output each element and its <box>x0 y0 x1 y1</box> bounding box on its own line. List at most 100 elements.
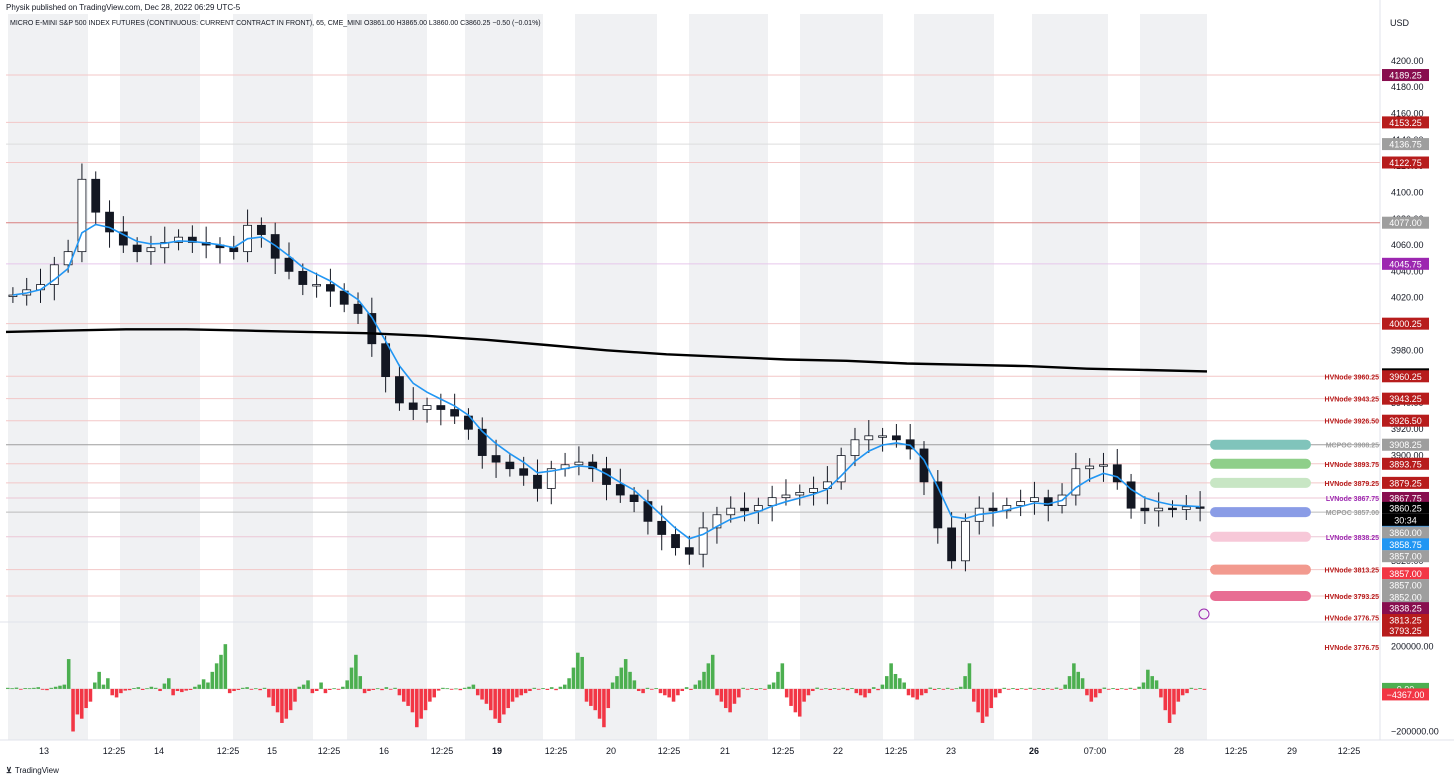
delta-bar <box>249 688 254 690</box>
delta-bar <box>715 688 719 696</box>
price-badge-label: 4122.75 <box>1389 158 1422 168</box>
delta-bar <box>227 688 232 694</box>
delta-bar <box>341 686 345 689</box>
level-annotation: HVNode 3943.25 <box>1325 397 1380 404</box>
price-badge-label: 3867.75 <box>1389 493 1422 503</box>
delta-bar <box>284 688 289 719</box>
countdown-badge <box>1382 513 1429 526</box>
price-badge <box>1382 414 1429 427</box>
delta-bar <box>915 688 920 700</box>
price-badge <box>1382 526 1429 539</box>
delta-bar <box>480 688 484 700</box>
price-tick-label: 4020.00 <box>1391 293 1424 303</box>
tradingview-logo[interactable]: ⊻ TradingView <box>6 766 59 775</box>
delta-bar <box>419 688 423 719</box>
time-axis[interactable]: 13 12:25 14 12:25 15 12:25 16 12:25 19 12:25 20 12:… <box>39 746 1360 756</box>
delta-bar <box>223 644 228 689</box>
candle-body <box>836 455 846 483</box>
delta-bar <box>906 688 911 696</box>
delta-bar <box>410 688 415 713</box>
candle-body <box>146 247 156 253</box>
level-pill <box>1210 477 1311 488</box>
candle-body <box>1140 507 1150 512</box>
price-badge <box>1382 392 1429 405</box>
price-tick-label: 4060.00 <box>1391 240 1424 250</box>
price-badge-label: 3893.75 <box>1389 459 1422 469</box>
delta-bar <box>14 687 19 689</box>
delta-bar <box>1189 687 1194 689</box>
session-band <box>800 14 883 740</box>
level-annotation: MCPOC 3857.00 <box>1326 510 1379 517</box>
time-tick-label: 21 <box>720 746 730 756</box>
delta-bar <box>898 678 902 689</box>
price-badge-label: 3813.25 <box>1389 616 1422 626</box>
price-badge-label: 4000.25 <box>1389 319 1422 329</box>
delta-bar <box>650 688 654 690</box>
delta-bar <box>23 688 27 689</box>
delta-bar <box>549 687 554 689</box>
delta-bar <box>310 688 315 694</box>
delta-bar <box>467 686 471 689</box>
delta-bar <box>723 688 728 709</box>
delta-bar <box>963 676 967 689</box>
price-badge-label: 3857.00 <box>1389 552 1422 562</box>
delta-bar <box>140 688 145 690</box>
time-tick-label: 12:25 <box>772 746 795 756</box>
delta-bar <box>354 654 358 689</box>
delta-bar <box>1019 688 1024 690</box>
delta-bar <box>97 671 101 689</box>
candle-body <box>77 178 87 253</box>
delta-bar <box>245 687 249 689</box>
session-band <box>575 14 657 740</box>
delta-bar <box>623 659 628 689</box>
price-tick-label: 3980.00 <box>1391 345 1424 355</box>
delta-bar <box>545 688 550 690</box>
price-badge-label: 3852.00 <box>1389 592 1422 602</box>
delta-bar <box>384 687 389 689</box>
delta-bar <box>697 680 702 689</box>
delta-bar <box>702 671 706 689</box>
delta-bar <box>180 688 184 693</box>
delta-bar <box>497 688 502 723</box>
price-badge <box>1382 116 1429 129</box>
price-badge-label: 3857.00 <box>1389 581 1422 591</box>
delta-bar <box>815 687 819 689</box>
delta-bar <box>719 688 724 702</box>
delta-bar <box>1059 688 1063 690</box>
delta-bar <box>1133 688 1137 690</box>
delta-bar <box>854 688 859 694</box>
delta-bar <box>1015 688 1020 690</box>
delta-bar <box>523 688 528 694</box>
candle-body <box>160 242 170 249</box>
delta-bar <box>84 688 88 709</box>
delta-bar <box>1006 688 1011 690</box>
time-tick-label: 12:25 <box>545 746 568 756</box>
candle-body <box>422 405 432 410</box>
candle-body <box>712 514 722 529</box>
price-tick-label: 4040.00 <box>1391 266 1424 276</box>
price-badge <box>1382 370 1429 383</box>
delta-bar <box>489 688 493 711</box>
delta-bar <box>101 684 106 689</box>
currency-label: USD <box>1390 18 1410 28</box>
candle-body <box>684 547 694 555</box>
delta-bar <box>19 688 23 690</box>
delta-bar <box>36 687 41 689</box>
time-tick-label: 14 <box>154 746 164 756</box>
delta-bar <box>972 688 976 702</box>
delta-bar <box>49 687 54 689</box>
delta-bar <box>201 679 206 689</box>
price-tick-label: 3920.00 <box>1391 424 1424 434</box>
price-badge-label: 3943.25 <box>1389 394 1422 404</box>
candle-body <box>864 435 874 441</box>
delta-bar <box>1172 688 1176 715</box>
candle-body <box>546 468 556 489</box>
delta-bar <box>680 688 685 692</box>
candle-body <box>1099 464 1108 467</box>
price-axis[interactable]: USD4200.004180.004160.004140.004120.0041… <box>1198 18 1439 736</box>
candle-body <box>657 520 667 535</box>
delta-bar <box>610 682 615 689</box>
candle-body <box>118 231 128 246</box>
candle-body <box>809 488 818 493</box>
